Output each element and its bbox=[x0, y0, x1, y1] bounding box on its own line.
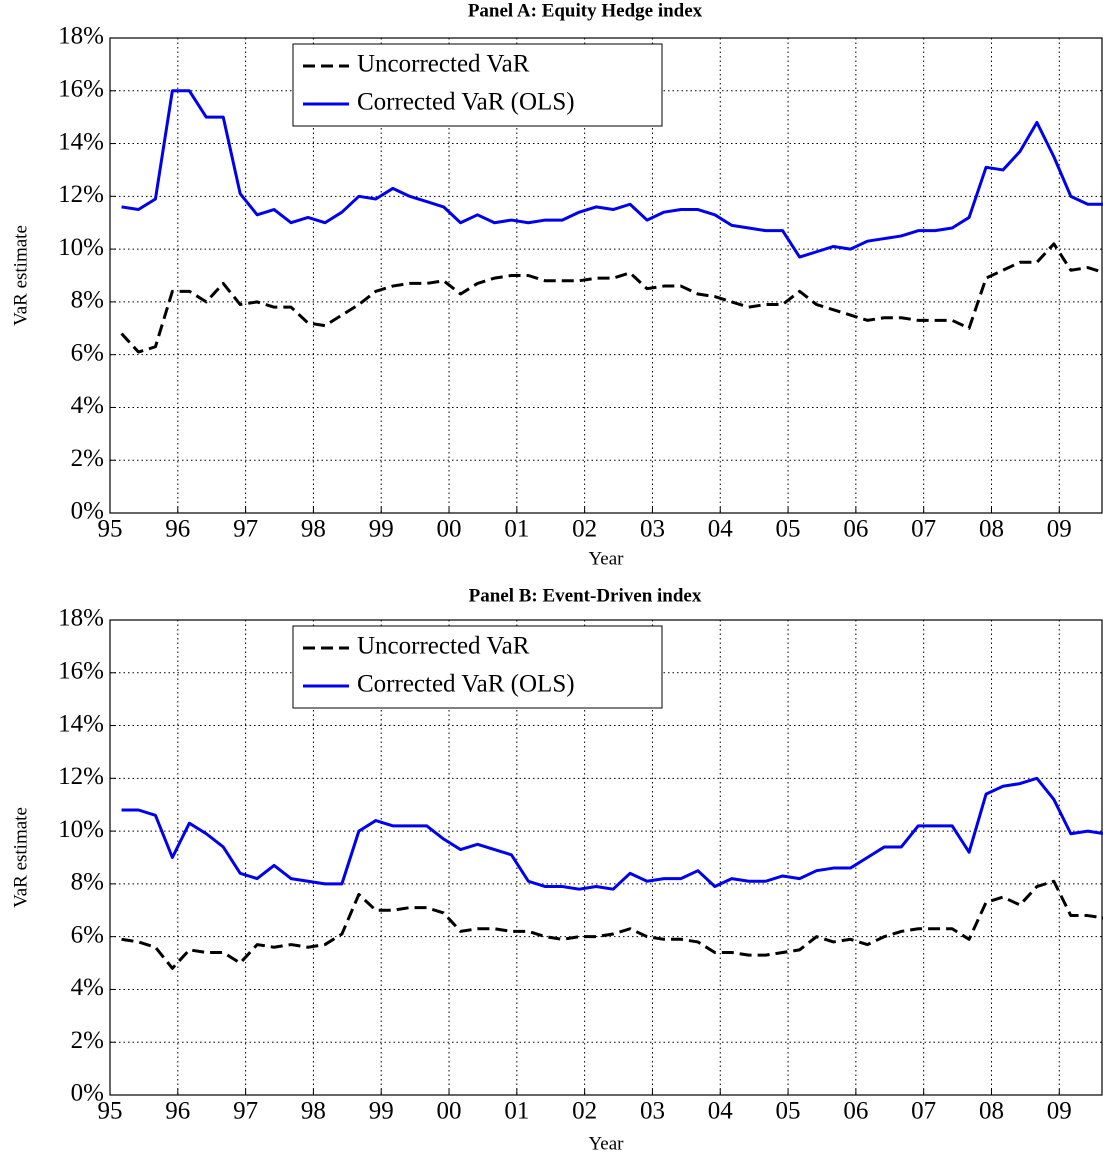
x-tick-label: 06 bbox=[843, 1098, 868, 1125]
x-tick-label: 95 bbox=[98, 516, 123, 543]
legend-box bbox=[292, 625, 663, 709]
x-tick-label: 08 bbox=[979, 1098, 1004, 1125]
x-tick-label: 00 bbox=[437, 516, 462, 543]
y-tick-label: 8% bbox=[71, 287, 104, 314]
x-tick-label: 08 bbox=[979, 516, 1004, 543]
y-tick-label: 18% bbox=[58, 605, 104, 632]
chart-title: Panel A: Equity Hedge index bbox=[468, 0, 703, 21]
y-tick-label: 10% bbox=[58, 816, 104, 843]
x-axis-label: Year bbox=[588, 1133, 624, 1154]
x-tick-label: 05 bbox=[776, 516, 801, 543]
plot-frame bbox=[109, 619, 1103, 1096]
x-tick-label: 96 bbox=[165, 516, 190, 543]
x-tick-label: 09 bbox=[1047, 516, 1072, 543]
x-tick-label: 03 bbox=[640, 1098, 665, 1125]
x-tick-label: 04 bbox=[708, 516, 734, 543]
series-line bbox=[121, 89, 1103, 259]
y-tick-label: 18% bbox=[58, 23, 104, 50]
chart-title: Panel B: Event-Driven index bbox=[469, 585, 702, 606]
x-tick-label: 00 bbox=[437, 1098, 462, 1125]
y-tick-label: 16% bbox=[58, 658, 104, 685]
legend-label: Corrected VaR (OLS) bbox=[357, 671, 575, 698]
y-tick-label: 12% bbox=[58, 181, 104, 208]
legend-label: Uncorrected VaR bbox=[357, 633, 530, 660]
y-axis-label: VaR estimate bbox=[10, 807, 31, 908]
x-tick-label: 97 bbox=[233, 1098, 258, 1125]
y-tick-label: 0% bbox=[71, 1080, 104, 1107]
x-tick-label: 95 bbox=[98, 1098, 123, 1125]
x-tick-label: 01 bbox=[504, 1098, 529, 1125]
y-tick-label: 8% bbox=[71, 869, 104, 896]
series-line bbox=[120, 242, 1103, 354]
x-tick-label: 03 bbox=[640, 516, 665, 543]
x-tick-label: 99 bbox=[369, 516, 394, 543]
x-tick-label: 07 bbox=[911, 1098, 936, 1125]
y-tick-label: 16% bbox=[58, 76, 104, 103]
y-axis-label: VaR estimate bbox=[10, 225, 31, 326]
x-tick-label: 07 bbox=[911, 516, 936, 543]
x-tick-label: 97 bbox=[233, 516, 258, 543]
series-line bbox=[121, 776, 1103, 891]
y-tick-label: 0% bbox=[71, 498, 104, 525]
y-tick-label: 2% bbox=[71, 445, 104, 472]
legend-label: Corrected VaR (OLS) bbox=[357, 89, 575, 116]
x-tick-label: 96 bbox=[165, 1098, 190, 1125]
y-tick-label: 6% bbox=[71, 921, 104, 948]
legend-label: Uncorrected VaR bbox=[357, 51, 530, 78]
x-tick-label: 09 bbox=[1047, 1098, 1072, 1125]
x-tick-label: 02 bbox=[572, 1098, 597, 1125]
x-tick-label: 04 bbox=[708, 1098, 734, 1125]
y-tick-label: 14% bbox=[58, 128, 104, 155]
series-line bbox=[121, 879, 1103, 970]
y-tick-label: 6% bbox=[71, 339, 104, 366]
y-tick-label: 10% bbox=[58, 234, 104, 261]
x-tick-label: 98 bbox=[301, 1098, 326, 1125]
x-tick-label: 05 bbox=[776, 1098, 801, 1125]
x-tick-label: 99 bbox=[369, 1098, 394, 1125]
x-tick-label: 06 bbox=[843, 516, 868, 543]
y-tick-label: 4% bbox=[71, 392, 104, 419]
y-tick-label: 14% bbox=[58, 710, 104, 737]
x-tick-label: 01 bbox=[504, 516, 529, 543]
legend-box bbox=[292, 43, 663, 127]
y-tick-label: 2% bbox=[71, 1027, 104, 1054]
x-axis-label: Year bbox=[588, 548, 624, 569]
y-tick-label: 4% bbox=[71, 974, 104, 1001]
plot-frame bbox=[109, 37, 1103, 514]
x-tick-label: 02 bbox=[572, 516, 597, 543]
x-tick-label: 98 bbox=[301, 516, 326, 543]
y-tick-label: 12% bbox=[58, 763, 104, 790]
